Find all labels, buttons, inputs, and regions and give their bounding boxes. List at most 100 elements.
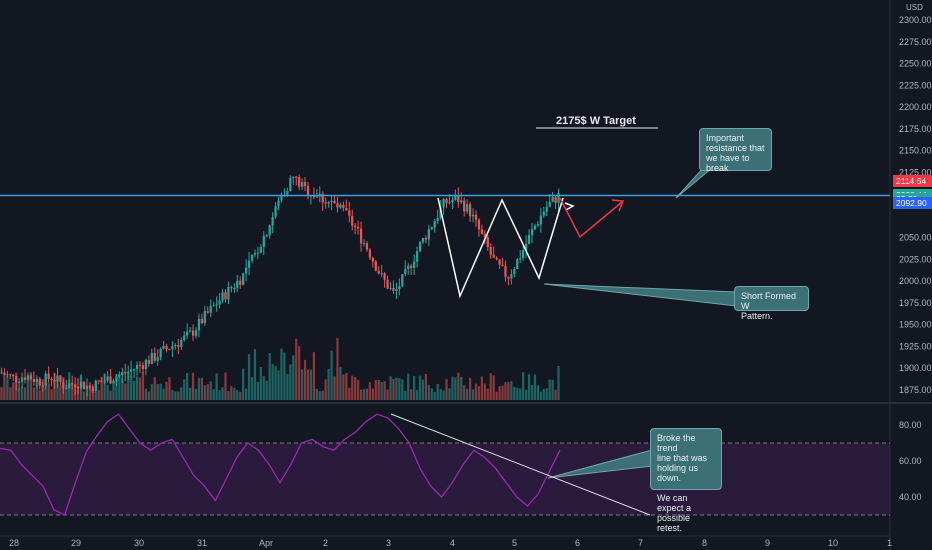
projection-line xyxy=(559,197,623,239)
candle-body xyxy=(386,279,389,289)
candle-body xyxy=(548,202,551,207)
price-tick-label: 2200.00 xyxy=(899,102,932,112)
volume-bar xyxy=(0,387,3,400)
volume-bar xyxy=(227,390,230,400)
volume-bar xyxy=(365,388,369,400)
candle-body xyxy=(94,380,97,392)
projection-arrowhead xyxy=(611,199,625,212)
volume-bar xyxy=(38,390,41,400)
volume-bar xyxy=(53,372,56,400)
volume-bar xyxy=(507,382,510,400)
candle-body xyxy=(348,210,351,216)
candle-body xyxy=(271,216,274,226)
candle-body xyxy=(368,249,372,258)
candle-body xyxy=(339,204,342,208)
volume-bar xyxy=(457,372,460,400)
time-label: Apr xyxy=(259,538,273,548)
volume-bar xyxy=(26,376,30,400)
volume-bar xyxy=(348,387,351,400)
candle-body xyxy=(159,348,162,358)
candle-body xyxy=(212,305,215,307)
volume-bar xyxy=(280,348,283,400)
candle-body xyxy=(345,208,348,211)
candle-body xyxy=(454,195,457,201)
time-label: 1 xyxy=(887,538,892,548)
volume-bar xyxy=(141,372,145,400)
volume-bar xyxy=(442,390,445,400)
candle-body xyxy=(194,330,198,336)
candle-body xyxy=(121,372,124,375)
candle-body xyxy=(522,249,525,259)
volume-bar xyxy=(215,373,218,400)
time-label: 7 xyxy=(638,538,643,548)
volume-bar xyxy=(56,379,59,400)
volume-bar xyxy=(421,379,425,400)
candle-body xyxy=(153,353,156,361)
candle-body xyxy=(312,195,316,198)
candle-body xyxy=(171,346,174,350)
candle-body xyxy=(371,257,374,262)
candle-body xyxy=(330,200,333,203)
candle-body xyxy=(144,359,148,370)
volume-bar xyxy=(250,377,254,400)
candle-body xyxy=(156,357,159,361)
candle-body xyxy=(262,235,265,247)
candle-body xyxy=(38,378,41,386)
rsi-line xyxy=(0,413,561,516)
volume-bar xyxy=(191,372,195,400)
volume-bar xyxy=(303,359,307,400)
volume-bar xyxy=(82,391,86,400)
time-label: 6 xyxy=(575,538,580,548)
candle-body xyxy=(533,225,537,230)
candle-body xyxy=(554,197,557,203)
volume-bar xyxy=(471,389,475,400)
candle-body xyxy=(404,268,407,275)
volume-bar xyxy=(295,338,298,400)
volume-bar xyxy=(466,388,469,400)
candle-body xyxy=(127,371,130,374)
volume-bar xyxy=(85,389,89,400)
candle-body xyxy=(239,280,242,285)
candle-body xyxy=(130,369,133,372)
candle-body xyxy=(168,349,171,351)
volume-bar xyxy=(336,337,339,400)
candle-body xyxy=(50,378,53,381)
candle-body xyxy=(277,200,280,207)
candle-body xyxy=(295,176,298,178)
candle-body xyxy=(513,269,516,274)
candle-body xyxy=(259,246,262,253)
volume-bar xyxy=(333,376,336,400)
volume-bar xyxy=(309,369,313,400)
volume-bar xyxy=(171,389,174,400)
volume-bar xyxy=(76,378,80,400)
candle-body xyxy=(162,345,165,349)
volume-bar xyxy=(130,375,133,400)
candle-body xyxy=(274,206,277,217)
candle-body xyxy=(32,379,36,382)
time-label: 9 xyxy=(765,538,770,548)
volume-bar xyxy=(221,387,224,400)
candle-body xyxy=(466,204,469,212)
candle-body xyxy=(300,181,304,187)
candle-body xyxy=(138,364,142,366)
rsi-trendline xyxy=(390,413,651,516)
candle-body xyxy=(342,204,345,209)
time-label: 31 xyxy=(197,538,207,548)
volume-bar xyxy=(118,374,121,400)
resistance-note: Important resistance that we have to bre… xyxy=(699,128,772,173)
candle-body xyxy=(12,374,15,377)
volume-bar xyxy=(112,379,115,400)
price-tick-label: 2275.00 xyxy=(899,37,932,47)
volume-bar xyxy=(256,381,260,400)
candle-body xyxy=(85,385,89,389)
volume-bar xyxy=(477,386,481,400)
volume-bar xyxy=(368,382,372,400)
volume-bar xyxy=(548,379,551,400)
candle-body xyxy=(401,274,404,287)
volume-bar xyxy=(436,383,439,400)
volume-bar xyxy=(277,370,280,400)
volume-bar xyxy=(103,373,106,400)
candle-body xyxy=(174,345,177,347)
candle-body xyxy=(415,251,419,262)
